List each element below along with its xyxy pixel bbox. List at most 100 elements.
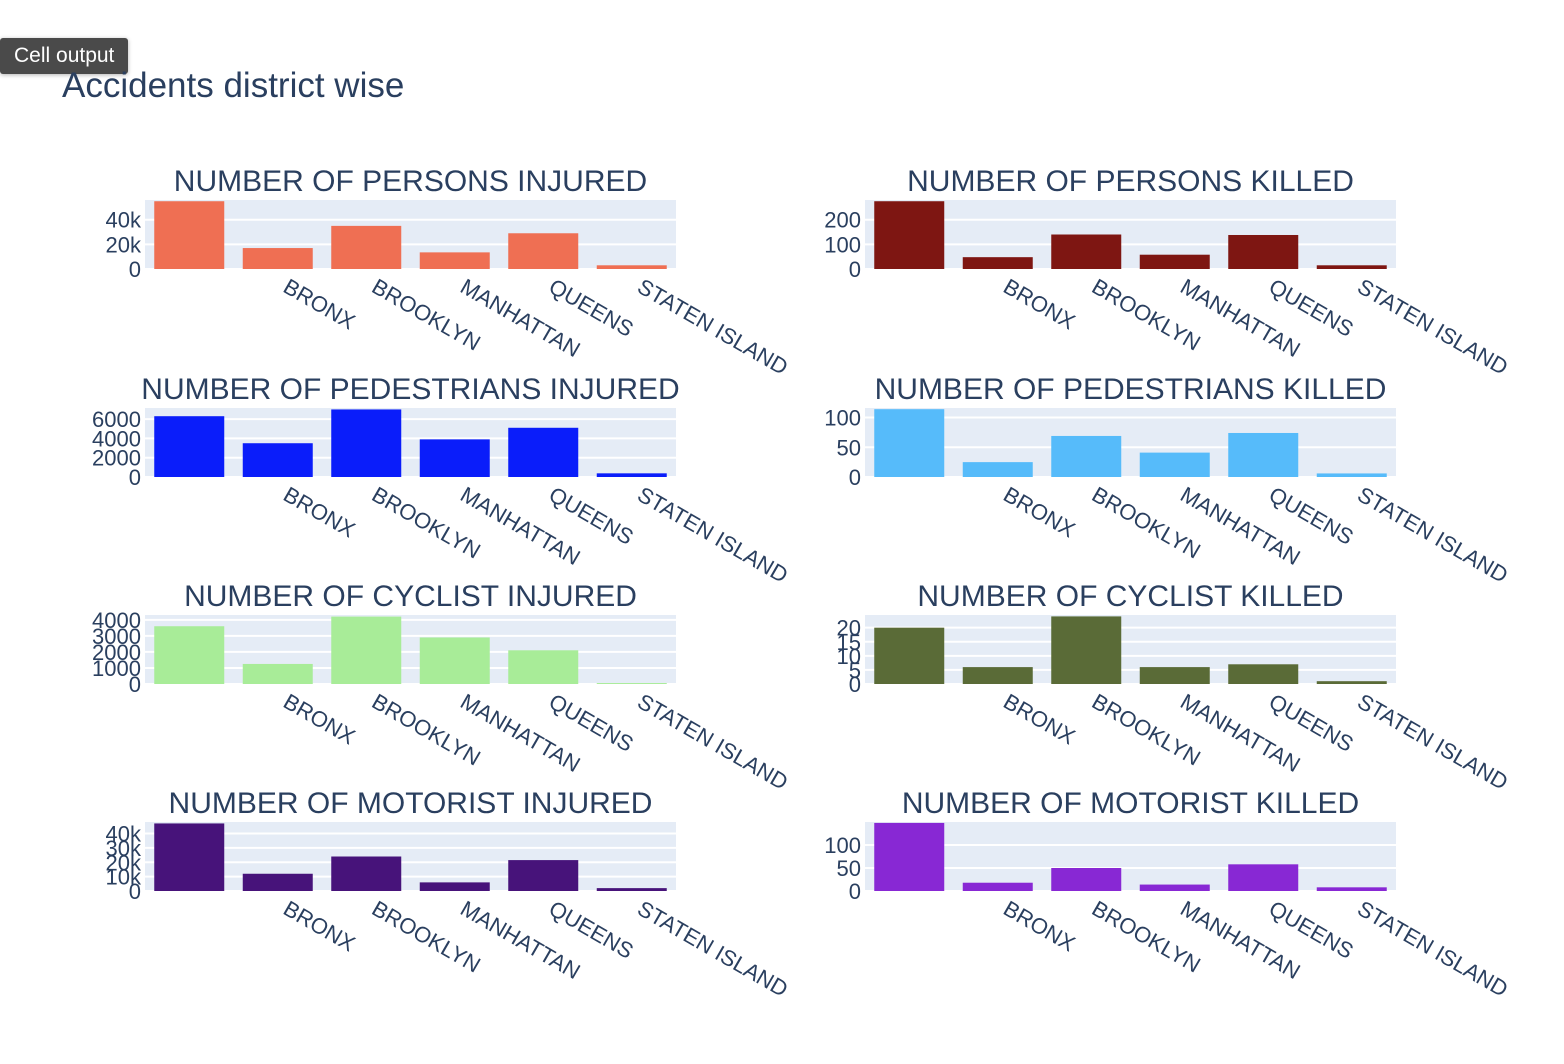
bar xyxy=(419,637,490,684)
bar xyxy=(508,233,579,269)
y-tick-label: 200 xyxy=(824,208,861,233)
bar xyxy=(419,882,490,891)
y-tick-label: 1000 xyxy=(92,656,141,681)
y-tick-label: 0 xyxy=(129,257,141,282)
bar xyxy=(874,409,945,477)
bar xyxy=(962,667,1033,684)
x-tick-label: BRONX xyxy=(999,482,1080,543)
y-tick-label: 100 xyxy=(824,833,861,858)
x-tick-label: STATEN ISLAND xyxy=(1353,274,1512,380)
subplot-title: NUMBER OF CYCLIST KILLED xyxy=(917,580,1343,613)
bar xyxy=(1228,864,1299,891)
subplot-title: NUMBER OF MOTORIST INJURED xyxy=(169,787,653,820)
y-tick-label: 10 xyxy=(837,644,861,669)
subplot-title: NUMBER OF PEDESTRIANS INJURED xyxy=(141,373,679,406)
y-tick-label: 0 xyxy=(849,672,861,697)
y-tick-label: 20k xyxy=(106,850,142,875)
bar xyxy=(1051,234,1122,269)
y-tick-label: 6000 xyxy=(92,407,141,432)
bar xyxy=(1228,664,1299,684)
x-tick-label: BRONX xyxy=(999,689,1080,750)
x-tick-label: STATEN ISLAND xyxy=(633,896,792,1002)
bar xyxy=(962,882,1033,891)
subplot-title: NUMBER OF PERSONS INJURED xyxy=(174,165,647,198)
bar xyxy=(596,683,667,684)
bar xyxy=(1139,254,1210,269)
bar xyxy=(331,616,402,684)
y-tick-label: 40k xyxy=(106,822,142,847)
y-tick-label: 10k xyxy=(106,865,142,890)
bar xyxy=(1139,452,1210,477)
bar xyxy=(242,663,313,684)
y-tick-label: 0 xyxy=(129,672,141,697)
y-tick-label: 50 xyxy=(837,856,861,881)
bar xyxy=(154,416,225,477)
subplot-title: NUMBER OF PEDESTRIANS KILLED xyxy=(875,373,1387,406)
bar xyxy=(508,650,579,684)
bar xyxy=(1316,265,1387,269)
x-tick-label: STATEN ISLAND xyxy=(633,274,792,380)
bar xyxy=(419,252,490,269)
plot-area xyxy=(865,822,1396,891)
y-tick-label: 2000 xyxy=(92,640,141,665)
bar xyxy=(596,888,667,891)
bar xyxy=(1316,681,1387,684)
bar xyxy=(242,443,313,477)
y-tick-label: 30k xyxy=(106,836,142,861)
y-tick-label: 100 xyxy=(824,232,861,257)
plot-area xyxy=(145,200,676,269)
bar xyxy=(331,856,402,891)
page-title: Accidents district wise xyxy=(62,66,405,105)
bar xyxy=(596,473,667,477)
bar xyxy=(596,265,667,269)
x-tick-label: BRONX xyxy=(279,482,360,543)
x-tick-label: BRONX xyxy=(999,274,1080,335)
plot-area xyxy=(145,822,676,891)
bar xyxy=(874,627,945,684)
bar xyxy=(1316,887,1387,891)
y-tick-label: 3000 xyxy=(92,624,141,649)
y-tick-label: 40k xyxy=(106,208,142,233)
bar xyxy=(1316,473,1387,477)
plot-area xyxy=(865,615,1396,684)
bar xyxy=(242,248,313,269)
plot-area xyxy=(865,408,1396,477)
x-tick-label: STATEN ISLAND xyxy=(633,482,792,588)
y-tick-label: 4000 xyxy=(92,426,141,451)
y-tick-label: 4000 xyxy=(92,608,141,633)
y-tick-label: 20 xyxy=(837,616,861,641)
bar xyxy=(331,225,402,269)
bar xyxy=(331,409,402,477)
y-tick-label: 0 xyxy=(849,257,861,282)
y-tick-label: 5 xyxy=(849,658,861,683)
bar xyxy=(508,427,579,477)
x-tick-label: BRONX xyxy=(279,274,360,335)
bar xyxy=(1051,435,1122,477)
bar xyxy=(874,822,945,891)
x-tick-label: STATEN ISLAND xyxy=(1353,689,1512,795)
y-tick-label: 2000 xyxy=(92,446,141,471)
x-tick-label: BRONX xyxy=(279,689,360,750)
bar xyxy=(154,201,225,269)
y-tick-label: 0 xyxy=(849,465,861,490)
bar xyxy=(508,860,579,891)
bar xyxy=(1139,884,1210,891)
bar xyxy=(1051,616,1122,684)
plot-area xyxy=(865,200,1396,269)
plot-area xyxy=(145,615,676,684)
bar xyxy=(1139,667,1210,684)
y-tick-label: 0 xyxy=(129,879,141,904)
x-tick-label: STATEN ISLAND xyxy=(1353,482,1512,588)
cell-output-tag[interactable]: Cell output xyxy=(0,38,129,74)
bar xyxy=(1051,868,1122,891)
x-tick-label: STATEN ISLAND xyxy=(633,689,792,795)
y-tick-label: 15 xyxy=(837,630,861,655)
bar xyxy=(1228,234,1299,269)
bar xyxy=(154,823,225,891)
